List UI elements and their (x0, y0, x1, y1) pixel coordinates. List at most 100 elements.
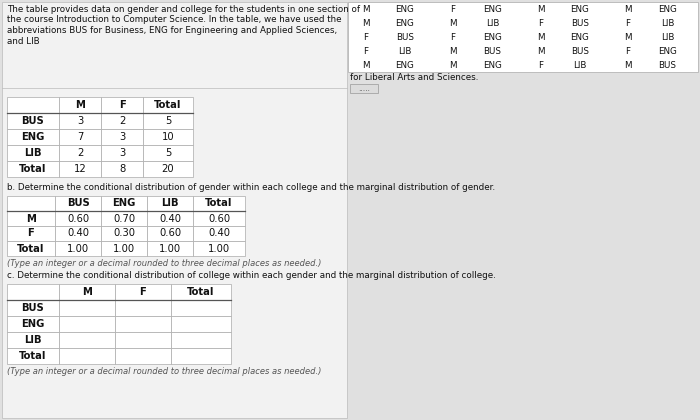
Text: BUS: BUS (22, 303, 44, 313)
Text: ENG: ENG (112, 199, 136, 208)
Text: c. Determine the conditional distribution of college within each gender and the : c. Determine the conditional distributio… (7, 271, 496, 280)
Bar (101, 196, 147, 211)
Text: Total: Total (20, 351, 47, 361)
Bar (7, 196, 55, 211)
Bar (2, 2, 347, 418)
Bar (59, 129, 101, 145)
Text: M: M (362, 5, 370, 13)
Text: M: M (82, 287, 92, 297)
Text: Total: Total (20, 164, 47, 174)
Text: BUS: BUS (396, 32, 414, 42)
Bar (7, 97, 59, 113)
Text: 20: 20 (162, 164, 174, 174)
Text: LIB: LIB (161, 199, 178, 208)
Bar (101, 226, 147, 241)
Bar (171, 284, 231, 300)
Bar (171, 316, 231, 332)
Text: ENG: ENG (395, 5, 414, 13)
Bar (101, 113, 143, 129)
Bar (350, 84, 378, 93)
Text: 8: 8 (119, 164, 125, 174)
Bar (7, 332, 59, 348)
Text: M: M (449, 47, 456, 55)
Bar (143, 145, 193, 161)
Bar (59, 97, 101, 113)
Bar (143, 97, 193, 113)
Bar (55, 241, 101, 256)
Bar (7, 226, 55, 241)
Text: LIB: LIB (486, 18, 499, 27)
Text: LIB: LIB (661, 32, 674, 42)
Text: LIB: LIB (398, 47, 412, 55)
Bar (147, 241, 193, 256)
Bar (59, 145, 101, 161)
Text: ENG: ENG (395, 60, 414, 69)
Bar (193, 241, 245, 256)
Text: ENG: ENG (570, 5, 589, 13)
Text: 3: 3 (77, 116, 83, 126)
Text: LIB: LIB (573, 60, 587, 69)
Text: M: M (449, 60, 456, 69)
Text: 10: 10 (162, 132, 174, 142)
Bar (7, 241, 55, 256)
Bar (101, 241, 147, 256)
Bar (115, 316, 171, 332)
Text: 5: 5 (164, 116, 172, 126)
Text: 12: 12 (74, 164, 86, 174)
Bar (193, 211, 245, 226)
Text: M: M (537, 32, 545, 42)
Bar (115, 348, 171, 364)
Text: 7: 7 (77, 132, 83, 142)
Text: F: F (626, 18, 631, 27)
Text: M: M (624, 32, 631, 42)
Bar (115, 284, 171, 300)
Bar (55, 226, 101, 241)
Bar (101, 211, 147, 226)
Bar (59, 332, 115, 348)
Text: ENG: ENG (395, 18, 414, 27)
Text: ENG: ENG (21, 319, 45, 329)
Text: M: M (449, 18, 456, 27)
Text: (Type an integer or a decimal rounded to three decimal places as needed.): (Type an integer or a decimal rounded to… (7, 367, 321, 376)
Bar (193, 196, 245, 211)
Text: BUS: BUS (659, 60, 676, 69)
Text: 0.70: 0.70 (113, 213, 135, 223)
Text: Total: Total (188, 287, 215, 297)
Bar (171, 300, 231, 316)
Bar (101, 129, 143, 145)
Bar (115, 300, 171, 316)
Bar (115, 332, 171, 348)
Bar (101, 145, 143, 161)
Bar (143, 161, 193, 177)
Text: BUS: BUS (571, 18, 589, 27)
Text: .....: ..... (358, 84, 370, 93)
Text: BUS: BUS (66, 199, 90, 208)
Bar (143, 113, 193, 129)
Bar (7, 348, 59, 364)
Bar (171, 332, 231, 348)
Bar (171, 348, 231, 364)
Text: F: F (139, 287, 146, 297)
Text: M: M (624, 60, 631, 69)
Bar (59, 300, 115, 316)
Text: F: F (451, 32, 456, 42)
Text: ENG: ENG (658, 5, 677, 13)
Text: ENG: ENG (21, 132, 45, 142)
Text: 0.30: 0.30 (113, 228, 135, 239)
Text: ENG: ENG (483, 32, 502, 42)
Text: M: M (26, 213, 36, 223)
Text: M: M (537, 47, 545, 55)
Text: and LIB: and LIB (7, 37, 40, 45)
Bar (143, 129, 193, 145)
Text: 2: 2 (77, 148, 83, 158)
Bar (147, 211, 193, 226)
Text: the course Introduction to Computer Science. In the table, we have used the: the course Introduction to Computer Scie… (7, 16, 342, 24)
Text: 1.00: 1.00 (113, 244, 135, 254)
Text: F: F (626, 47, 631, 55)
Text: The table provides data on gender and college for the students in one section of: The table provides data on gender and co… (7, 5, 360, 14)
Text: F: F (538, 60, 543, 69)
Bar (7, 113, 59, 129)
Text: ENG: ENG (483, 60, 502, 69)
Bar (59, 316, 115, 332)
Text: M: M (75, 100, 85, 110)
